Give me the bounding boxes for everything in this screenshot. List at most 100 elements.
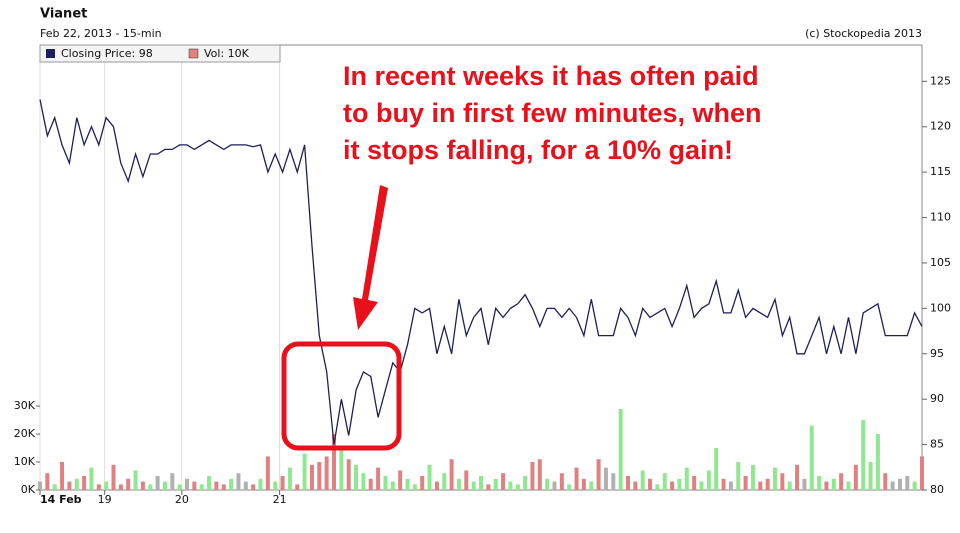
volume-bar bbox=[148, 484, 153, 490]
volume-bar bbox=[398, 470, 403, 490]
y-tick-label: 115 bbox=[930, 165, 951, 178]
volume-bar bbox=[479, 476, 483, 490]
volume-bar bbox=[853, 464, 858, 490]
volume-bar bbox=[574, 467, 579, 490]
legend-swatch bbox=[188, 48, 199, 59]
volume-bar bbox=[559, 473, 564, 490]
volume-bar bbox=[346, 459, 351, 490]
volume-bar bbox=[773, 467, 777, 490]
volume-bar bbox=[162, 481, 167, 490]
x-tick-label: 20 bbox=[175, 493, 189, 506]
volume-bar bbox=[523, 476, 528, 490]
volume-bar bbox=[648, 478, 653, 490]
volume-bar bbox=[618, 408, 623, 490]
volume-bar bbox=[442, 473, 447, 490]
volume-bar bbox=[96, 484, 101, 490]
volume-bar bbox=[133, 470, 138, 490]
volume-bar bbox=[611, 473, 616, 490]
volume-bar bbox=[589, 481, 594, 490]
volume-bar bbox=[185, 478, 189, 490]
y2-tick-label: 20K bbox=[14, 427, 36, 440]
volume-bar bbox=[839, 473, 844, 490]
volume-bar bbox=[405, 478, 410, 490]
volume-bar bbox=[339, 448, 344, 490]
y-tick-label: 90 bbox=[930, 392, 944, 405]
annotation: In recent weeks it has often paid bbox=[343, 61, 759, 91]
highlight-box bbox=[281, 341, 402, 451]
volume-bar bbox=[309, 464, 314, 490]
volume-bar bbox=[670, 481, 675, 490]
volume-bar bbox=[236, 473, 241, 490]
volume-bar bbox=[765, 478, 770, 490]
legend-swatch bbox=[46, 49, 55, 58]
volume-bar bbox=[817, 476, 822, 490]
volume-bar bbox=[515, 484, 520, 490]
y-tick-label: 120 bbox=[930, 120, 951, 133]
annotation: it stops falling, for a 10% gain! bbox=[343, 135, 733, 165]
volume-bar bbox=[736, 462, 741, 490]
volume-bar bbox=[449, 459, 454, 490]
y-tick-label: 110 bbox=[930, 211, 951, 224]
volume-bar bbox=[501, 473, 506, 490]
volume-bar bbox=[861, 420, 866, 490]
volume-bar bbox=[427, 464, 432, 490]
volume-bar bbox=[111, 464, 116, 490]
volume-bar bbox=[545, 478, 550, 490]
volume-bar bbox=[464, 470, 469, 490]
volume-bar bbox=[332, 434, 336, 490]
volume-bar bbox=[552, 481, 557, 490]
y2-tick-label: 0K bbox=[21, 483, 36, 496]
volume-bar bbox=[38, 481, 42, 490]
volume-bar bbox=[787, 481, 792, 490]
volume-bar bbox=[508, 481, 513, 490]
credit: (c) Stockopedia 2013 bbox=[805, 27, 922, 40]
volume-bar bbox=[603, 467, 608, 490]
y-tick-label: 125 bbox=[930, 74, 951, 87]
x-tick-label: 19 bbox=[98, 493, 112, 506]
volume-bar bbox=[368, 478, 373, 490]
y-tick-label: 100 bbox=[930, 301, 951, 314]
y-tick-label: 80 bbox=[930, 483, 944, 496]
volume-bar bbox=[743, 476, 748, 490]
volume-bar bbox=[824, 481, 829, 490]
volume-bar bbox=[537, 459, 542, 490]
volume-bar bbox=[897, 478, 902, 490]
legend-label: Vol: 10K bbox=[204, 47, 250, 60]
volume-bar bbox=[692, 476, 697, 490]
volume-bar bbox=[243, 481, 248, 490]
volume-bar bbox=[802, 478, 807, 490]
volume-bar bbox=[412, 484, 417, 490]
volume-bar bbox=[104, 481, 109, 490]
volume-bar bbox=[45, 473, 50, 490]
volume-bar bbox=[434, 481, 439, 490]
marks bbox=[38, 99, 924, 490]
volume-bar bbox=[868, 462, 873, 490]
volume-bar bbox=[258, 478, 263, 490]
plot-frame bbox=[39, 44, 923, 491]
volume-bar bbox=[229, 478, 234, 490]
volume-bar bbox=[728, 481, 733, 490]
volume-bar bbox=[699, 481, 704, 490]
volume-bar bbox=[714, 448, 719, 490]
volume-bar bbox=[74, 478, 79, 490]
volume-bar bbox=[456, 478, 461, 490]
volume-bar bbox=[383, 476, 388, 490]
volume-bar bbox=[626, 476, 630, 490]
volume-bar bbox=[655, 484, 660, 490]
volume-bar bbox=[89, 467, 94, 490]
volume-bar bbox=[214, 481, 219, 490]
annotation: to buy in first few minutes, when bbox=[343, 98, 762, 128]
volume-bar bbox=[721, 478, 726, 490]
volume-bar bbox=[192, 481, 197, 490]
arrow bbox=[353, 185, 388, 330]
volume-bar bbox=[596, 459, 601, 490]
volume-bar bbox=[273, 481, 278, 490]
volume-bar bbox=[302, 453, 307, 490]
volume-bar bbox=[287, 467, 292, 490]
legend-box bbox=[39, 44, 281, 63]
volume-bar bbox=[67, 481, 72, 490]
volume-bar bbox=[471, 481, 476, 490]
volume-bar bbox=[875, 434, 880, 490]
